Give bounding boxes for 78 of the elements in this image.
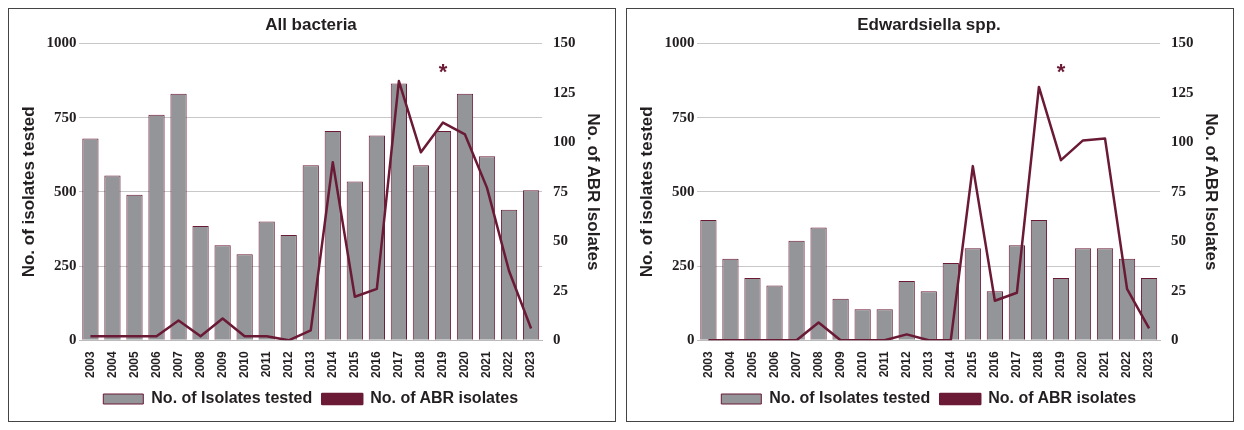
x-tick-label: 2003: [82, 350, 97, 379]
x-tick-label: 2021: [1097, 350, 1112, 379]
x-tick-label: 2011: [259, 350, 273, 378]
y2-tick-label: 125: [1171, 83, 1194, 100]
x-tick-label: 2011: [877, 350, 891, 378]
y2-tick-label: 25: [553, 281, 569, 298]
y-tick-label: 750: [53, 108, 77, 125]
x-tick-label: 2014: [325, 350, 340, 379]
y-tick-label: 0: [686, 331, 695, 348]
x-tick-label: 2003: [700, 350, 715, 379]
x-tick-label: 2013: [921, 350, 936, 379]
chart-title: Edwardsiella spp.: [857, 14, 1001, 34]
x-tick-label: 2009: [832, 350, 847, 379]
y2-tick-label: 150: [553, 34, 576, 51]
x-tick-label: 2007: [170, 350, 185, 379]
x-tick-label: 2005: [126, 350, 141, 379]
y2-tick-label: 100: [1171, 133, 1194, 150]
x-tick-label: 2019: [435, 350, 450, 379]
x-tick-label: 2017: [1009, 350, 1024, 379]
x-tick-label: 2020: [457, 350, 472, 379]
x-tick-label: 2022: [1119, 350, 1134, 379]
y2-tick-label: 25: [1171, 281, 1187, 298]
y2-axis-title: No. of ABR Isolates: [584, 113, 604, 271]
x-tick-label: 2014: [943, 350, 958, 379]
y-tick-label: 0: [68, 331, 77, 348]
x-tick-label: 2017: [391, 350, 406, 379]
y2-tick-label: 100: [553, 133, 576, 150]
x-tick-label: 2006: [766, 350, 781, 379]
chart-title: All bacteria: [265, 14, 358, 34]
legend-label: No. of ABR isolates: [370, 389, 519, 407]
y-tick-label: 250: [671, 256, 695, 273]
x-tick-label: 2007: [788, 350, 803, 379]
legend-label: No. of Isolates tested: [151, 389, 313, 407]
x-tick-label: 2005: [744, 350, 759, 379]
x-tick-label: 2015: [965, 350, 980, 379]
y-tick-label: 750: [671, 108, 695, 125]
x-tick-label: 2010: [854, 350, 869, 379]
y2-tick-label: 0: [553, 331, 561, 348]
x-tick-label: 2008: [192, 350, 207, 379]
y2-tick-label: 75: [553, 182, 569, 199]
y2-tick-label: 50: [553, 232, 569, 249]
x-tick-label: 2022: [501, 350, 516, 379]
x-tick-label: 2008: [810, 350, 825, 379]
y2-tick-label: 0: [1171, 331, 1179, 348]
x-tick-label: 2016: [987, 350, 1002, 379]
x-tick-label: 2021: [479, 350, 494, 379]
x-tick-label: 2012: [281, 350, 296, 379]
y2-axis-title: No. of ABR Isolates: [1202, 113, 1222, 271]
x-tick-label: 2015: [347, 350, 362, 379]
x-tick-label: 2006: [148, 350, 163, 379]
x-tick-label: 2018: [1031, 350, 1046, 379]
y2-tick-label: 50: [1171, 232, 1187, 249]
annotation: *: [1056, 59, 1066, 85]
x-tick-label: 2019: [1053, 350, 1068, 379]
x-tick-label: 2004: [104, 350, 119, 379]
x-tick-label: 2016: [369, 350, 384, 379]
x-tick-label: 2009: [214, 350, 229, 379]
y-axis-title: No. of isolates tested: [18, 106, 38, 278]
x-tick-label: 2013: [303, 350, 318, 379]
y-tick-label: 250: [53, 256, 77, 273]
x-tick-label: 2023: [1141, 350, 1156, 379]
y2-tick-label: 125: [553, 83, 576, 100]
y-axis-title: No. of isolates tested: [636, 106, 656, 278]
x-tick-label: 2018: [413, 350, 428, 379]
annotation: *: [438, 59, 448, 85]
y-tick-label: 1000: [46, 34, 77, 51]
y-tick-label: 500: [53, 182, 77, 199]
y-tick-label: 1000: [664, 34, 695, 51]
x-tick-label: 2020: [1075, 350, 1090, 379]
x-tick-label: 2010: [236, 350, 251, 379]
legend-label: No. of ABR isolates: [988, 389, 1137, 407]
legend-label: No. of Isolates tested: [769, 389, 931, 407]
x-tick-label: 2004: [722, 350, 737, 379]
y2-tick-label: 75: [1171, 182, 1187, 199]
x-tick-label: 2023: [523, 350, 538, 379]
y2-tick-label: 150: [1171, 34, 1194, 51]
y-tick-label: 500: [671, 182, 695, 199]
x-tick-label: 2012: [899, 350, 914, 379]
